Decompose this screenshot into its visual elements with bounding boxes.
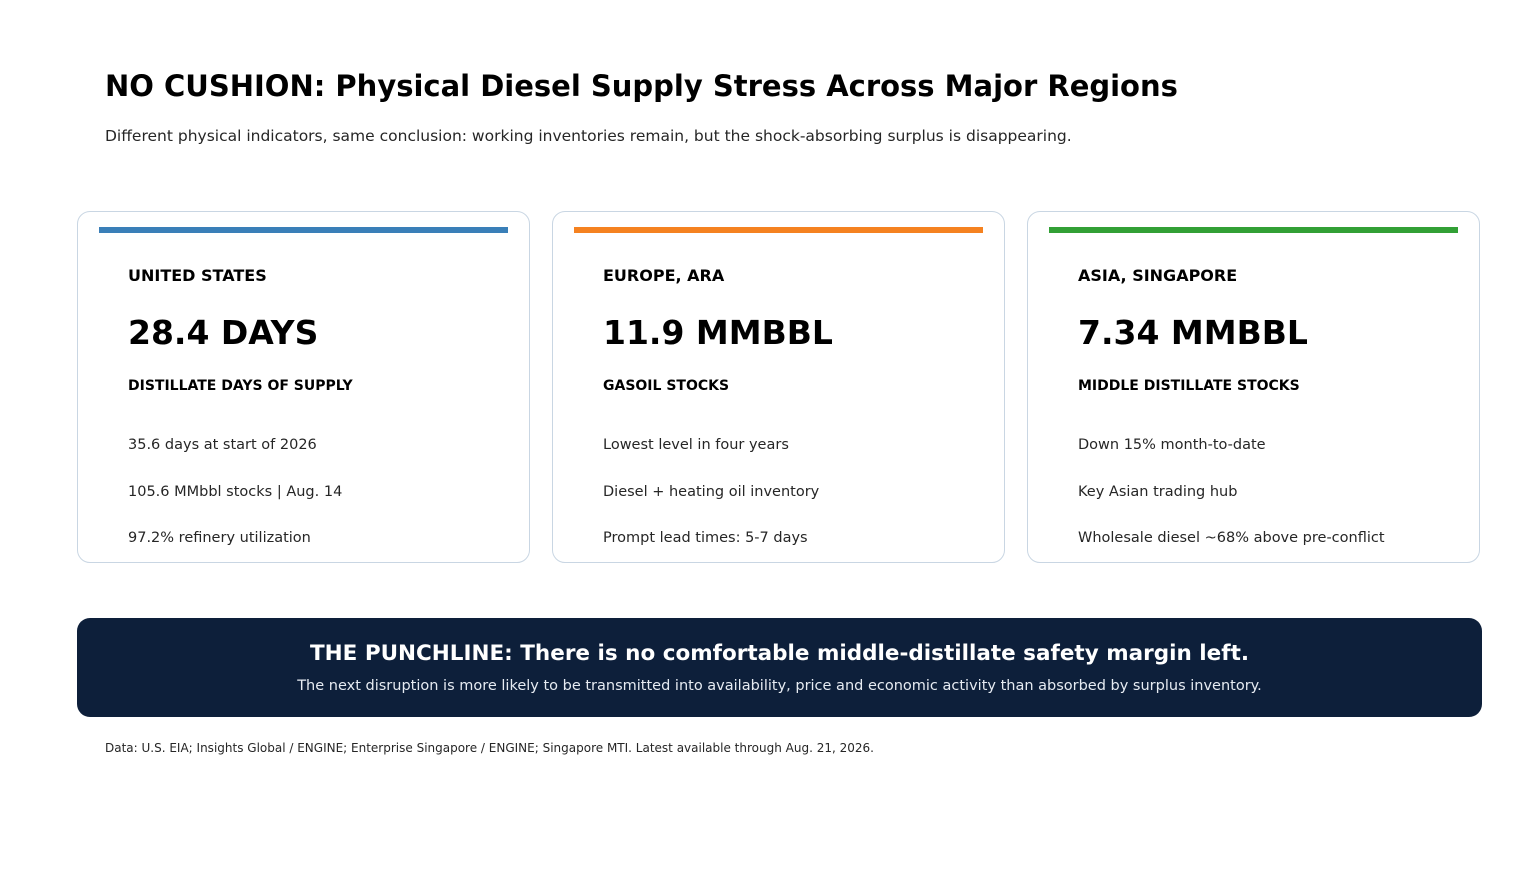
card-europe-ara: EUROPE, ARA 11.9 MMBBL GASOIL STOCKS Low… [552, 211, 1005, 563]
card-detail: 97.2% refinery utilization [128, 530, 311, 546]
punchline-headline: THE PUNCHLINE: There is no comfortable m… [309, 641, 1250, 666]
card-metric-label: GASOIL STOCKS [603, 378, 730, 394]
card-united-states: UNITED STATES 28.4 DAYS DISTILLATE DAYS … [77, 211, 530, 563]
card-detail: Lowest level in four years [603, 437, 789, 453]
card-metric-value: 11.9 MMBBL [603, 313, 833, 352]
punchline-banner: THE PUNCHLINE: There is no comfortable m… [77, 618, 1482, 717]
card-detail: Wholesale diesel ~68% above pre-conflict [1078, 530, 1385, 546]
card-metric-label: MIDDLE DISTILLATE STOCKS [1078, 378, 1300, 394]
card-metric-value: 28.4 DAYS [128, 313, 319, 352]
card-metric-label: DISTILLATE DAYS OF SUPPLY [128, 378, 353, 394]
card-detail: Diesel + heating oil inventory [603, 484, 820, 500]
card-metric-value: 7.34 MMBBL [1078, 313, 1308, 352]
card-region: UNITED STATES [128, 266, 267, 285]
card-detail: Down 15% month-to-date [1078, 437, 1266, 453]
card-accent-bar [574, 227, 983, 233]
card-region: EUROPE, ARA [603, 266, 725, 285]
page-subtitle: Different physical indicators, same conc… [105, 127, 1072, 145]
card-accent-bar [99, 227, 508, 233]
card-detail: Key Asian trading hub [1078, 484, 1238, 500]
card-detail: 105.6 MMbbl stocks | Aug. 14 [128, 484, 343, 500]
card-asia-singapore: ASIA, SINGAPORE 7.34 MMBBL MIDDLE DISTIL… [1027, 211, 1480, 563]
source-note: Data: U.S. EIA; Insights Global / ENGINE… [105, 741, 874, 755]
page-title: NO CUSHION: Physical Diesel Supply Stres… [105, 69, 1178, 103]
card-detail: 35.6 days at start of 2026 [128, 437, 317, 453]
card-detail: Prompt lead times: 5-7 days [603, 530, 808, 546]
card-region: ASIA, SINGAPORE [1078, 266, 1238, 285]
punchline-subtext: The next disruption is more likely to be… [297, 678, 1262, 694]
card-accent-bar [1049, 227, 1458, 233]
